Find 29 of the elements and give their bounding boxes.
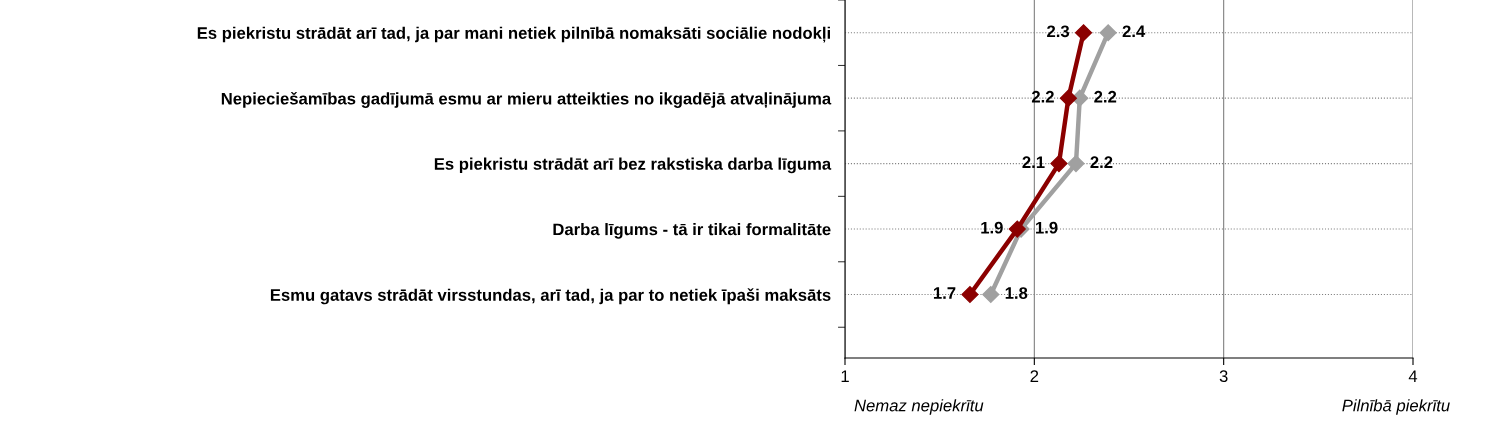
data-label: 1.9 [1036, 221, 1058, 234]
point [982, 285, 1000, 304]
point [961, 285, 979, 304]
data-label: 1.8 [1005, 287, 1028, 299]
data-label: 2.3 [1047, 25, 1070, 38]
x-tick-label: 1 [841, 370, 849, 382]
point [1099, 24, 1117, 42]
y-tick-label: Es piekristu strādāt arī bez rakstiska darba līguma [434, 157, 832, 174]
x-tick-label: 3 [1219, 370, 1228, 383]
x-tick-label: 4 [1408, 370, 1418, 382]
point [1059, 89, 1077, 107]
x-tick-label: 2 [1030, 370, 1039, 382]
point [1050, 155, 1068, 173]
point [1008, 220, 1026, 238]
data-label: 2.2 [1031, 90, 1054, 103]
data-label: 2.2 [1090, 156, 1113, 168]
y-tick-label: Nepieciešamības gadījumā esmu ar mieru atteikties no ikgadējā atvaļinājuma [221, 91, 832, 109]
data-label: 2.2 [1094, 90, 1117, 103]
y-tick-label: Darba līgums - tā ir tikai formalitāte [553, 223, 831, 239]
data-label: 2.4 [1122, 25, 1146, 38]
data-label: 2.1 [1022, 156, 1045, 168]
y-tick-label: Esmu gatavs strādāt virsstundas, arī tad, ja par to netiek īpaši maksāts [270, 288, 831, 305]
text: Nemaz nepiekrītu [854, 399, 984, 415]
data-label: 1.9 [981, 221, 1003, 234]
data-label: 1.7 [933, 287, 956, 299]
point [1075, 24, 1093, 42]
y-tick-label: Es piekristu strādāt arī tad, ja par mani netiek pilnībā nomaksāti sociālie nodokļi [197, 26, 830, 43]
point [1067, 155, 1085, 173]
text: Pilnībā piekrītu [1342, 399, 1450, 415]
